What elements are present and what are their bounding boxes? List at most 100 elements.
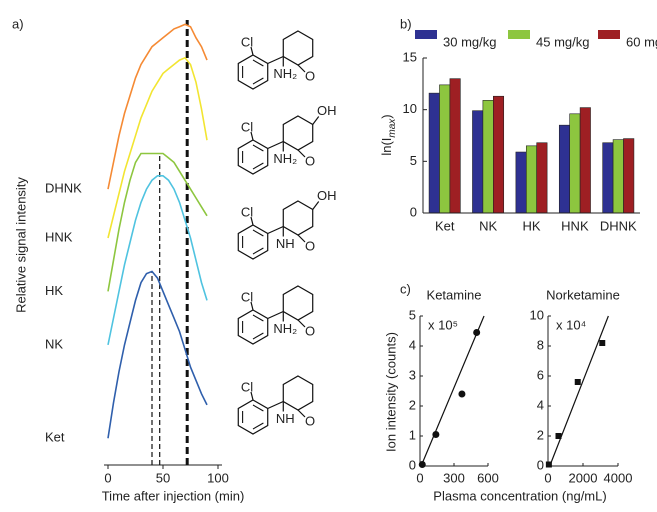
bar	[449, 78, 461, 214]
cyclohexane-ring	[282, 285, 314, 321]
y-tick-label: 4	[537, 397, 544, 412]
double-bond	[252, 229, 264, 237]
bar	[493, 95, 505, 214]
bar	[558, 124, 570, 214]
chart-title: Ketamine	[427, 287, 482, 302]
structure: Cl NH O OH	[237, 188, 336, 260]
atom-label: NH₂	[273, 151, 297, 166]
legend-swatch	[598, 30, 620, 39]
x-tick-label: 0	[104, 470, 111, 485]
atom-label: O	[305, 68, 315, 83]
series-label: DHNK	[45, 181, 82, 196]
x-tick-label: HNK	[561, 218, 589, 233]
bond	[250, 131, 254, 141]
bond	[297, 409, 306, 418]
y-tick-label: 15	[403, 49, 417, 64]
legend-swatch	[415, 30, 437, 39]
bond	[267, 140, 284, 150]
bar	[623, 138, 635, 214]
cyclohexane-ring	[282, 115, 314, 151]
y-tick-label: 4	[409, 337, 416, 352]
structure: Cl NH₂ O	[237, 285, 315, 345]
y-tick-label: 2	[409, 397, 416, 412]
y-axis-label-sub: max	[387, 118, 398, 138]
y-axis-label: ln(Imax)	[379, 114, 397, 155]
point	[574, 379, 581, 385]
atom-label: Cl	[241, 119, 253, 134]
chart-title: Norketamine	[546, 287, 620, 302]
y-tick-label: 5	[409, 307, 416, 322]
bar	[428, 92, 440, 214]
cyclohexane-ring	[282, 200, 314, 236]
y-tick-label: 0	[410, 204, 417, 219]
x-tick-label: 300	[443, 470, 465, 485]
x-tick-label: 600	[477, 470, 499, 485]
atom-label: O	[305, 323, 315, 338]
panel-label: b)	[400, 16, 412, 31]
double-bond	[252, 144, 264, 152]
bond	[267, 225, 284, 235]
bar	[515, 151, 527, 214]
series-line	[107, 152, 208, 292]
y-tick-label: 8	[537, 337, 544, 352]
x-tick-label: Ket	[435, 218, 455, 233]
series-label: NK	[45, 336, 63, 351]
point	[555, 433, 562, 439]
y-axis-label: Ion intensity (counts)	[383, 332, 398, 452]
bond	[267, 55, 284, 65]
x-tick-label: 0	[416, 470, 423, 485]
y-tick-label: 0	[409, 457, 416, 472]
bar	[536, 142, 548, 214]
bar	[579, 107, 591, 214]
bar	[602, 142, 614, 214]
double-bond	[252, 59, 264, 67]
y-tick-label: 1	[409, 427, 416, 442]
panel-label: c)	[400, 281, 411, 296]
structure: Cl NH₂ O OH	[237, 103, 336, 175]
atom-label: Cl	[241, 289, 253, 304]
point	[418, 461, 426, 468]
series-line	[107, 175, 208, 346]
x-axis-label: Plasma concentration (ng/mL)	[433, 488, 606, 503]
bond	[297, 319, 306, 328]
point	[458, 390, 466, 398]
legend-swatch	[508, 30, 530, 39]
bond	[250, 46, 254, 56]
axis-multiplier: x 10⁴	[556, 317, 586, 332]
point	[599, 340, 606, 346]
structure: Cl NH₂ O	[237, 30, 315, 90]
fit-line	[420, 315, 485, 467]
y-tick-label: 2	[537, 427, 544, 442]
axis-multiplier: x 10⁵	[428, 317, 458, 332]
atom-label: Cl	[241, 204, 253, 219]
legend-label: 30 mg/kg	[443, 34, 496, 49]
bar	[472, 110, 484, 214]
double-bond	[252, 162, 264, 170]
series-label: HNK	[45, 229, 73, 244]
y-tick-label: 10	[530, 307, 544, 322]
bar	[612, 139, 624, 214]
x-tick-label: HK	[522, 218, 540, 233]
bond	[250, 301, 254, 311]
double-bond	[252, 332, 264, 340]
double-bond	[252, 77, 264, 85]
x-tick-label: 0	[544, 470, 551, 485]
bond	[250, 391, 254, 401]
atom-label: NH	[276, 411, 295, 426]
bond	[312, 201, 320, 210]
atom-label: O	[305, 153, 315, 168]
bar	[482, 100, 494, 214]
double-bond	[252, 422, 264, 430]
bond	[312, 116, 320, 125]
y-tick-label: 10	[403, 101, 417, 116]
cyclohexane-ring	[282, 30, 314, 66]
legend-label: 60 mg/kg	[626, 34, 657, 49]
double-bond	[252, 247, 264, 255]
x-tick-label: 50	[156, 470, 170, 485]
double-bond	[252, 314, 264, 322]
atom-label: Cl	[241, 379, 253, 394]
series-line	[107, 56, 208, 239]
series-label: Ket	[45, 430, 65, 445]
cyclohexane-ring	[282, 375, 314, 411]
